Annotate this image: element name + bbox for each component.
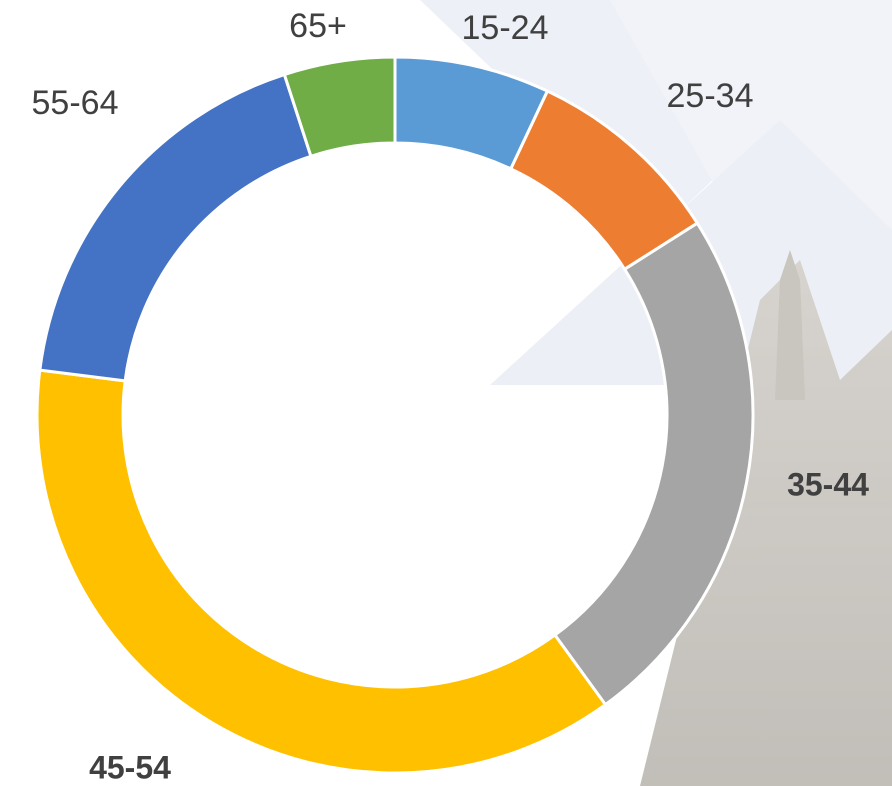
donut-segment <box>282 55 397 159</box>
donut <box>35 55 755 775</box>
category-label: 25-34 <box>667 77 754 115</box>
category-label: 55-64 <box>32 84 119 122</box>
category-label: 35-44 <box>787 466 869 502</box>
category-label: 15-24 <box>462 9 549 47</box>
donut-segment <box>35 368 608 775</box>
category-label: 45-54 <box>89 749 171 785</box>
donut-segment <box>552 221 755 707</box>
category-label: 65+ <box>289 7 347 45</box>
